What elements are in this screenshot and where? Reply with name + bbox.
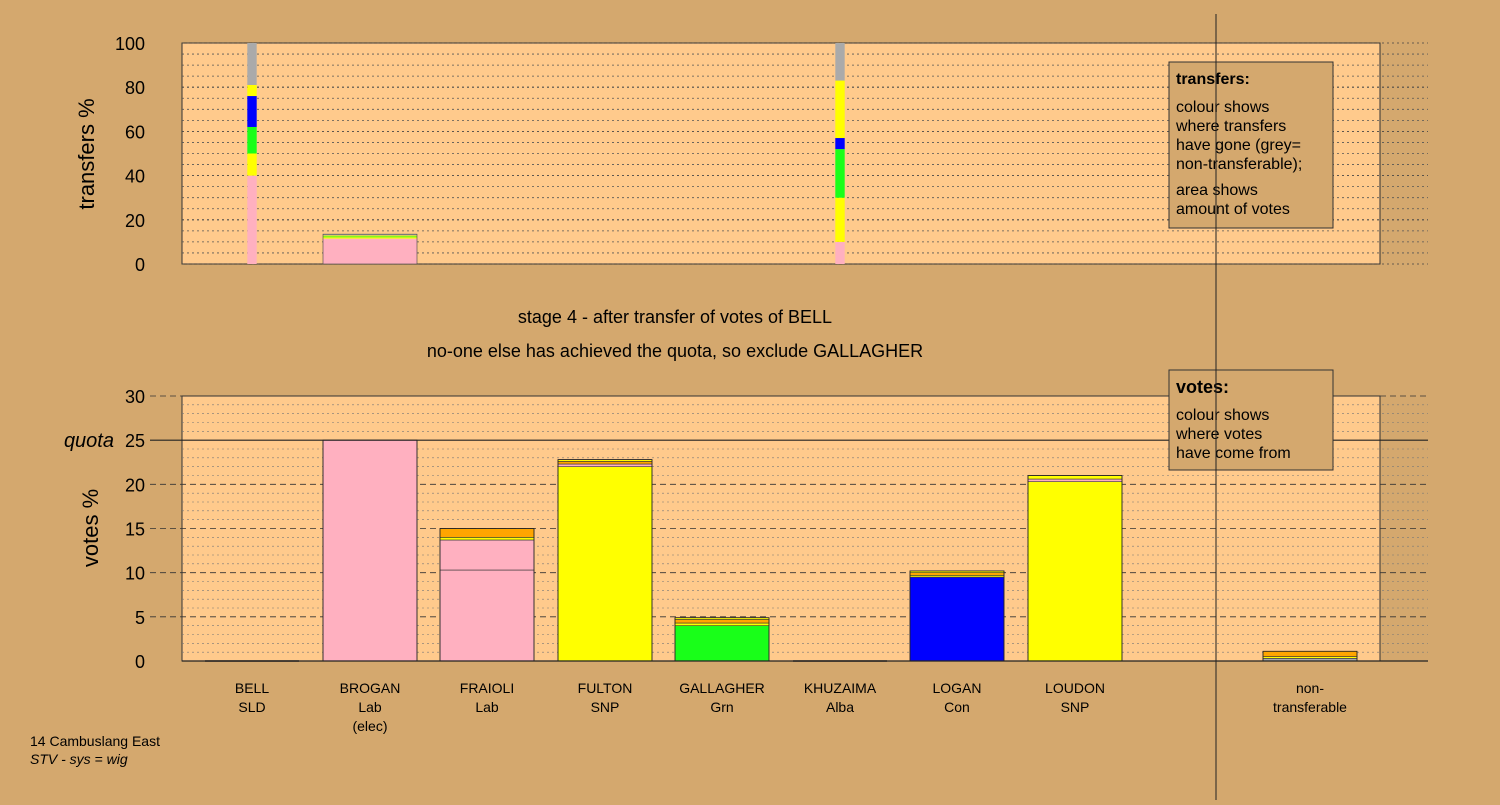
x-category-label: Grn [710, 699, 733, 715]
top-tick-label: 40 [125, 167, 145, 187]
top-tick-label: 100 [115, 34, 145, 54]
transfers-legend-line: area shows [1176, 182, 1258, 199]
vote-segment [674, 619, 770, 624]
vote-segment [674, 622, 770, 626]
bottom-tick-label: 25 [125, 431, 145, 451]
transfer-segment [323, 234, 417, 236]
vote-segment [439, 539, 535, 571]
transfers-legend-line: where transfers [1175, 118, 1286, 135]
x-category-label: BROGAN [340, 680, 401, 696]
system-label: STV - sys = wig [30, 751, 128, 767]
x-category-label: non- [1296, 680, 1324, 696]
x-category-label: Lab [475, 699, 499, 715]
transfer-segment [247, 153, 257, 176]
top-y-axis-label: transfers % [74, 98, 99, 209]
votes-legend-title: votes: [1176, 377, 1229, 397]
top-tick-label: 60 [125, 122, 145, 142]
bottom-tick-label: 5 [135, 608, 145, 628]
vote-segment [557, 463, 653, 467]
transfer-segment [323, 236, 417, 238]
x-category-label: Lab [358, 699, 382, 715]
x-category-label: SLD [238, 699, 265, 715]
transfer-segment [835, 138, 845, 150]
x-category-label: SNP [1061, 699, 1090, 715]
x-category-label: FULTON [578, 680, 633, 696]
vote-segment [909, 572, 1005, 576]
votes-legend: votes: colour shows where votes have com… [1168, 369, 1334, 471]
action-heading: no-one else has achieved the quota, so e… [427, 341, 923, 361]
top-tick-label: 80 [125, 78, 145, 98]
transfers-legend-line: amount of votes [1176, 201, 1290, 218]
transfers-legend: transfers: colour shows where transfers … [1168, 61, 1334, 229]
x-category-label: GALLAGHER [679, 680, 765, 696]
x-category-label: FRAIOLI [460, 680, 514, 696]
transfer-segment [247, 84, 257, 97]
vote-segment [1027, 475, 1123, 480]
x-category-label: LOUDON [1045, 680, 1105, 696]
x-category-label: transferable [1273, 699, 1347, 715]
transfer-segment [835, 80, 845, 139]
transfer-segment [323, 237, 417, 239]
ward-label: 14 Cambuslang East [30, 733, 160, 749]
transfer-segment [323, 238, 417, 264]
x-category-label: (elec) [352, 718, 387, 734]
x-category-label: BELL [235, 680, 269, 696]
bottom-tick-label: 30 [125, 387, 145, 407]
bars-layer [205, 43, 1358, 662]
vote-segment [909, 576, 1005, 662]
top-tick-label: 20 [125, 211, 145, 231]
vote-segment [1027, 481, 1123, 662]
votes-legend-line: colour shows [1176, 407, 1269, 424]
vote-segment [557, 466, 653, 662]
vote-segment [322, 439, 418, 662]
vote-segment [439, 528, 535, 538]
transfer-segment [247, 43, 257, 85]
quota-label: quota [64, 430, 114, 452]
vote-segment [439, 537, 535, 541]
transfers-legend-line: non-transferable); [1176, 156, 1302, 173]
vote-segment [439, 569, 535, 662]
stage-heading: stage 4 - after transfer of votes of BEL… [518, 307, 832, 327]
transfer-segment [835, 197, 845, 242]
x-category-label: Con [944, 699, 970, 715]
x-category-label: LOGAN [932, 680, 981, 696]
top-tick-label: 0 [135, 255, 145, 275]
votes-legend-line: where votes [1175, 426, 1262, 443]
transfer-segment [835, 149, 845, 198]
vote-segment [1027, 478, 1123, 482]
transfer-segment [247, 96, 257, 127]
transfers-legend-line: have gone (grey= [1176, 137, 1301, 154]
vote-segment [557, 461, 653, 465]
transfer-segment [835, 43, 845, 81]
x-category-label: KHUZAIMA [804, 680, 877, 696]
transfer-segment [835, 241, 845, 264]
bottom-tick-label: 10 [125, 564, 145, 584]
vote-segment [674, 625, 770, 662]
transfers-legend-title: transfers: [1176, 71, 1250, 88]
x-category-label: Alba [826, 699, 854, 715]
bottom-tick-label: 0 [135, 652, 145, 672]
transfer-segment [247, 175, 257, 264]
transfer-segment [323, 235, 417, 237]
vote-segment [1262, 650, 1358, 657]
x-category-label: SNP [591, 699, 620, 715]
transfer-bar-outline [322, 233, 418, 265]
transfers-legend-line: colour shows [1176, 99, 1269, 116]
bottom-y-axis-label: votes % [78, 489, 103, 567]
bottom-tick-label: 15 [125, 520, 145, 540]
transfer-segment [247, 126, 257, 154]
votes-legend-line: have come from [1176, 445, 1291, 462]
bottom-tick-label: 20 [125, 475, 145, 495]
